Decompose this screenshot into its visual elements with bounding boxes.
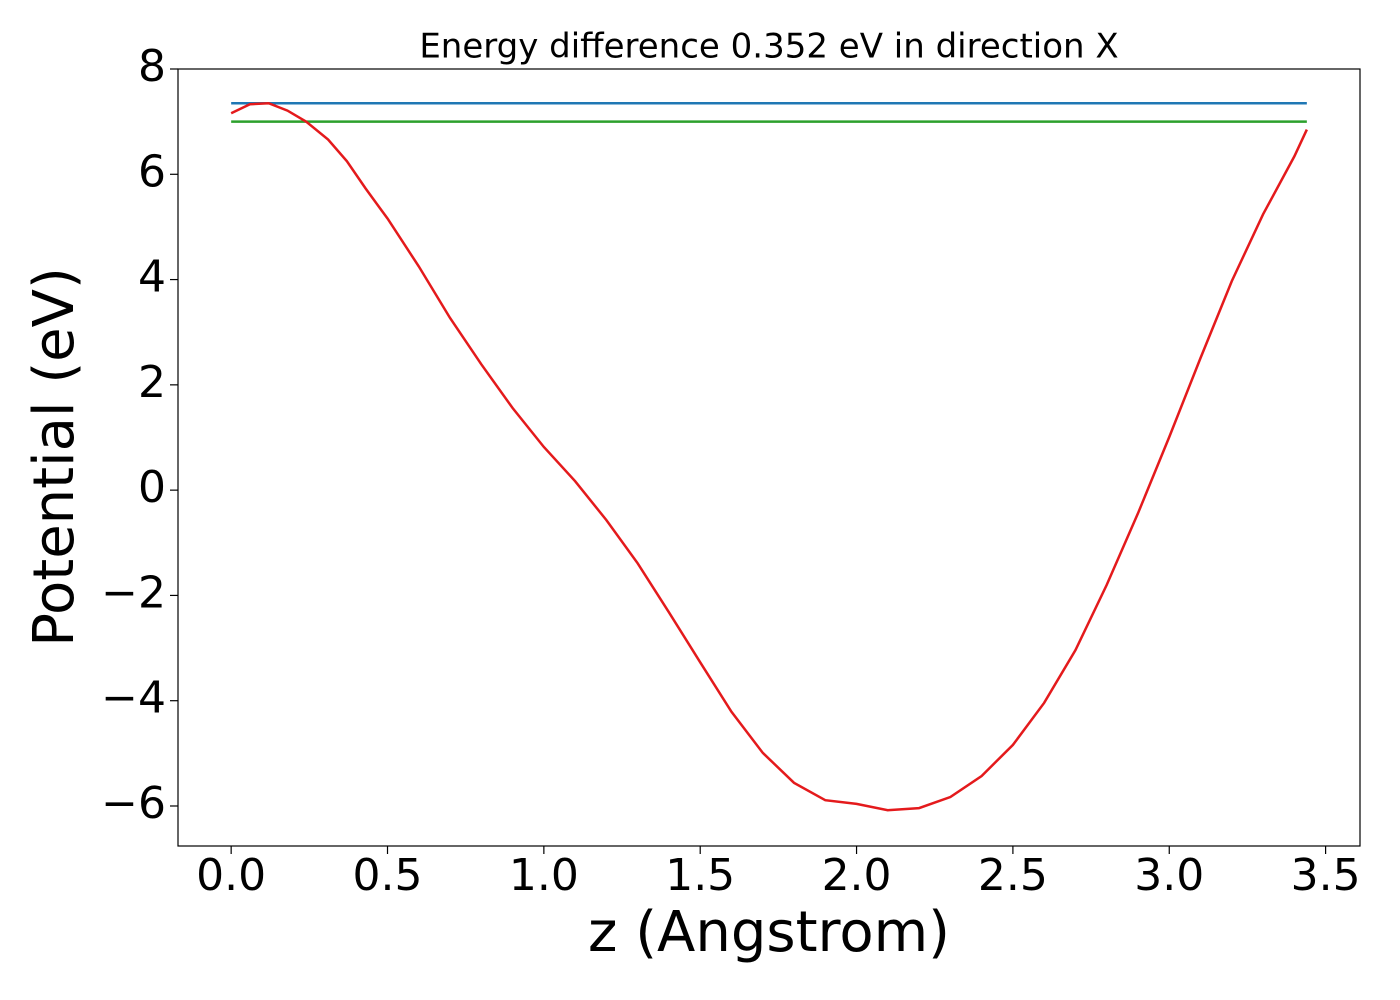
y-tick-label: 4 — [138, 252, 166, 303]
series-line — [230, 101, 1308, 812]
x-tick-label: 1.5 — [665, 850, 735, 901]
x-tick-label: 2.0 — [822, 850, 892, 901]
x-tick-label: 3.0 — [1134, 850, 1204, 901]
y-tick-label: 0 — [138, 462, 166, 513]
y-tick-label: 2 — [138, 357, 166, 408]
x-tick-label: 1.0 — [509, 850, 579, 901]
y-tick-label: 6 — [138, 146, 166, 197]
plot-frame — [177, 68, 1361, 847]
x-tick-label: 2.5 — [978, 850, 1048, 901]
x-tick-label: 0.5 — [353, 850, 423, 901]
x-tick-label: 3.5 — [1291, 850, 1361, 901]
y-tick-label: −2 — [101, 567, 166, 618]
x-axis-label: z (Angstrom) — [588, 900, 950, 965]
y-tick-label: 8 — [138, 41, 166, 92]
y-tick-label: −4 — [101, 673, 166, 724]
y-axis-label: Potential (eV) — [22, 267, 87, 647]
y-tick-label: −6 — [101, 778, 166, 829]
chart-title: Energy difference 0.352 eV in direction … — [419, 27, 1118, 67]
x-tick-label: 0.0 — [196, 850, 266, 901]
